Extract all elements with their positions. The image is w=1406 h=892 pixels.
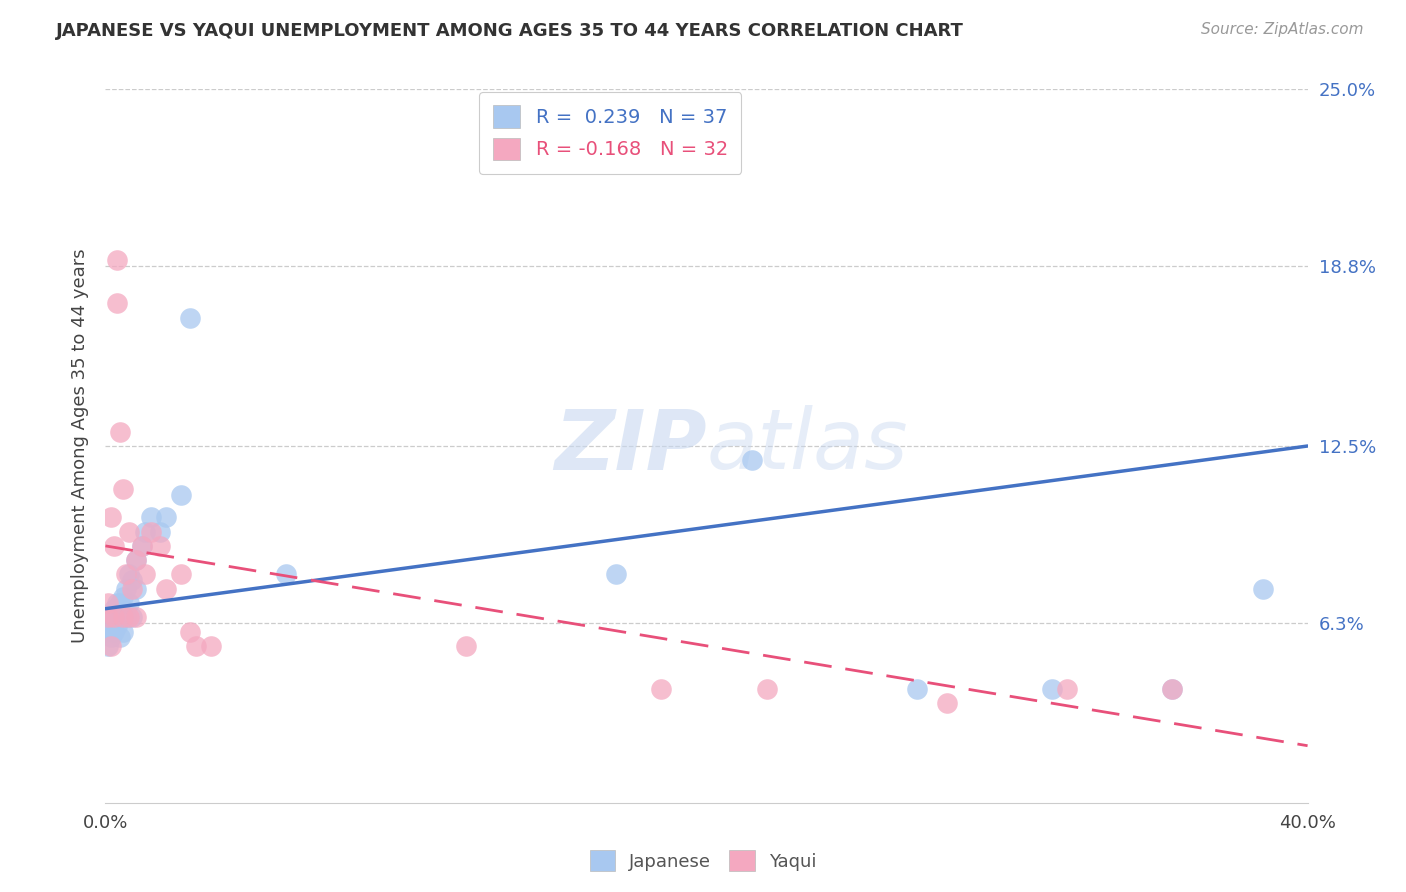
Point xyxy=(103,615,125,630)
Point xyxy=(741,453,763,467)
Point xyxy=(110,596,132,610)
Point xyxy=(1161,681,1184,696)
Point xyxy=(107,619,129,633)
Point xyxy=(131,539,153,553)
Point xyxy=(100,630,122,644)
Text: ZIP: ZIP xyxy=(554,406,707,486)
Point xyxy=(139,524,162,539)
Point xyxy=(100,510,122,524)
Point xyxy=(155,582,177,596)
Point xyxy=(169,567,191,582)
Point xyxy=(200,639,222,653)
Legend: R =  0.239   N = 37, R = -0.168   N = 32: R = 0.239 N = 37, R = -0.168 N = 32 xyxy=(479,92,741,174)
Point xyxy=(112,624,135,639)
Point xyxy=(121,610,143,624)
Point xyxy=(107,296,129,310)
Point xyxy=(139,510,162,524)
Point xyxy=(454,639,477,653)
Point xyxy=(103,610,125,624)
Y-axis label: Unemployment Among Ages 35 to 44 years: Unemployment Among Ages 35 to 44 years xyxy=(72,249,90,643)
Point xyxy=(936,696,959,710)
Point xyxy=(118,524,141,539)
Point xyxy=(107,253,129,268)
Point xyxy=(110,630,132,644)
Point xyxy=(155,510,177,524)
Point xyxy=(97,596,120,610)
Point xyxy=(485,139,508,153)
Point xyxy=(110,425,132,439)
Point xyxy=(169,487,191,501)
Point xyxy=(179,624,201,639)
Point xyxy=(97,624,120,639)
Text: atlas: atlas xyxy=(707,406,908,486)
Point xyxy=(115,582,138,596)
Point xyxy=(110,610,132,624)
Point xyxy=(179,310,201,325)
Point xyxy=(131,539,153,553)
Point xyxy=(148,539,170,553)
Point xyxy=(121,573,143,587)
Point xyxy=(118,610,141,624)
Point xyxy=(650,681,672,696)
Point xyxy=(148,524,170,539)
Point xyxy=(1161,681,1184,696)
Point xyxy=(103,601,125,615)
Point xyxy=(100,610,122,624)
Legend: Japanese, Yaqui: Japanese, Yaqui xyxy=(582,843,824,879)
Point xyxy=(118,596,141,610)
Point xyxy=(605,567,627,582)
Point xyxy=(1056,681,1078,696)
Point xyxy=(121,582,143,596)
Point xyxy=(124,553,146,567)
Point xyxy=(755,681,778,696)
Point xyxy=(118,567,141,582)
Point xyxy=(112,591,135,605)
Point xyxy=(124,610,146,624)
Point xyxy=(97,639,120,653)
Point xyxy=(112,482,135,496)
Point xyxy=(115,610,138,624)
Point xyxy=(1251,582,1274,596)
Point xyxy=(112,610,135,624)
Point xyxy=(1040,681,1063,696)
Point xyxy=(124,582,146,596)
Point xyxy=(134,567,156,582)
Point xyxy=(103,624,125,639)
Point xyxy=(100,639,122,653)
Point xyxy=(134,524,156,539)
Text: Source: ZipAtlas.com: Source: ZipAtlas.com xyxy=(1201,22,1364,37)
Text: JAPANESE VS YAQUI UNEMPLOYMENT AMONG AGES 35 TO 44 YEARS CORRELATION CHART: JAPANESE VS YAQUI UNEMPLOYMENT AMONG AGE… xyxy=(56,22,965,40)
Point xyxy=(103,539,125,553)
Point xyxy=(184,639,207,653)
Point xyxy=(124,553,146,567)
Point xyxy=(107,596,129,610)
Point xyxy=(274,567,297,582)
Point xyxy=(905,681,928,696)
Point xyxy=(97,610,120,624)
Point xyxy=(115,567,138,582)
